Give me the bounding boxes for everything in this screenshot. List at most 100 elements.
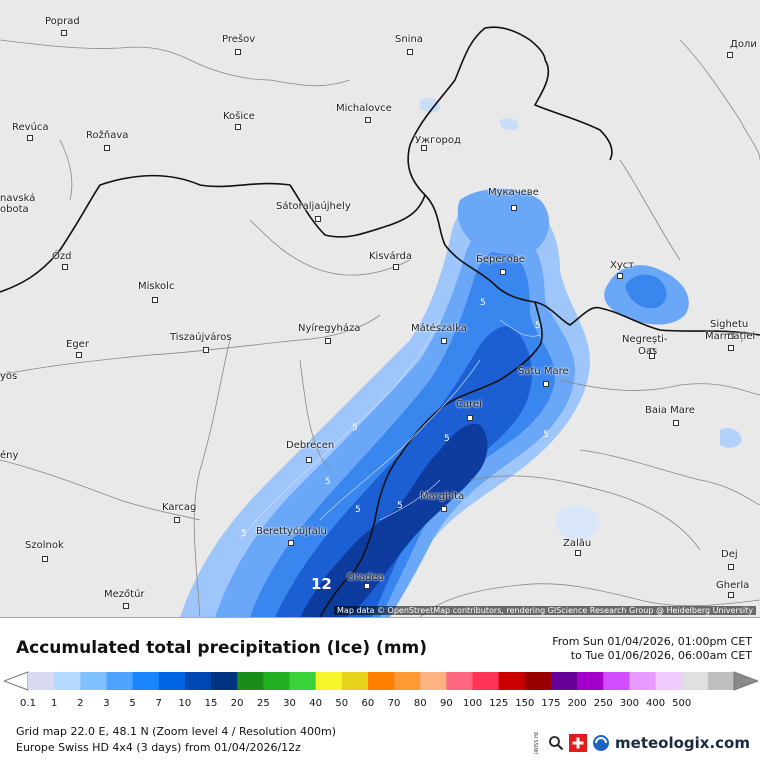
city-label: Sighetu bbox=[710, 319, 749, 330]
scale-label: 400 bbox=[646, 698, 666, 709]
scale-swatch bbox=[184, 672, 212, 690]
city-marker bbox=[104, 145, 110, 151]
city-marker bbox=[235, 49, 241, 55]
city-label: Negrești- bbox=[622, 334, 668, 345]
contour-label: 5 bbox=[397, 501, 403, 511]
scale-label: 10 bbox=[178, 698, 192, 709]
scale-swatch bbox=[367, 672, 395, 690]
city-marker bbox=[441, 338, 447, 344]
grid-info: Grid map 22.0 E, 48.1 N (Zoom level 4 / … bbox=[16, 725, 336, 738]
city-marker bbox=[174, 517, 180, 523]
city-marker bbox=[27, 135, 33, 141]
city-label: ény bbox=[0, 450, 19, 461]
city-marker bbox=[728, 345, 734, 351]
city-label: Mátészalka bbox=[411, 323, 467, 334]
contour-label-max: 12 bbox=[311, 575, 332, 593]
city-label: Мукачеве bbox=[488, 187, 539, 198]
scale-swatch bbox=[629, 672, 657, 690]
logo-text: meteologix.com bbox=[615, 734, 750, 752]
scale-swatch bbox=[158, 672, 186, 690]
scale-label: 15 bbox=[204, 698, 218, 709]
city-marker bbox=[617, 273, 623, 279]
city-label: Michalovce bbox=[336, 103, 392, 114]
period-to: to Tue 01/06/2026, 06:00am CET bbox=[570, 649, 752, 662]
magnifier-icon bbox=[549, 736, 564, 751]
scale-label: 5 bbox=[129, 698, 136, 709]
meteologix-icon bbox=[593, 735, 610, 751]
scale-swatch bbox=[394, 672, 421, 690]
city-marker bbox=[441, 506, 447, 512]
city-marker bbox=[42, 556, 48, 562]
scale-label: 50 bbox=[335, 698, 349, 709]
city-marker bbox=[407, 49, 413, 55]
city-marker bbox=[728, 564, 734, 570]
city-label: Zalău bbox=[563, 538, 592, 549]
city-label: Tiszaújváros bbox=[170, 332, 232, 343]
scale-label: 200 bbox=[567, 698, 587, 709]
scale-swatch bbox=[263, 672, 290, 690]
city-marker bbox=[365, 117, 371, 123]
scale-swatch bbox=[603, 672, 630, 690]
precipitation-map[interactable]: 5 5 5 5 5 5 5 5 5 12 Poprad Prešov Snina До… bbox=[0, 0, 760, 617]
scale-swatch bbox=[707, 672, 735, 690]
contour-label: 5 bbox=[480, 298, 486, 308]
city-label: navská bbox=[0, 193, 36, 204]
city-label: Берегове bbox=[476, 254, 525, 265]
scale-label: 30 bbox=[283, 698, 296, 709]
city-marker bbox=[315, 216, 321, 222]
scale-label: 100 bbox=[462, 698, 483, 709]
city-marker bbox=[575, 550, 581, 556]
city-label: Marmației bbox=[705, 331, 756, 342]
city-marker bbox=[152, 297, 158, 303]
city-label: yös bbox=[0, 371, 18, 382]
city-label: Nyíregyháza bbox=[298, 323, 361, 334]
svg-text:SWISS HD: SWISS HD bbox=[534, 732, 540, 754]
contour-label: 5 bbox=[355, 505, 361, 515]
city-label: Carei bbox=[456, 399, 482, 410]
city-marker bbox=[306, 457, 312, 463]
city-marker bbox=[123, 603, 129, 609]
city-label: Berettyóújfalu bbox=[256, 526, 327, 537]
city-label: Karcag bbox=[162, 502, 197, 513]
scale-label: 80 bbox=[413, 698, 427, 709]
city-marker bbox=[203, 347, 209, 353]
city-label: Kisvárda bbox=[369, 251, 413, 262]
city-label: obota bbox=[0, 204, 29, 215]
city-marker bbox=[728, 592, 734, 598]
city-marker bbox=[62, 264, 68, 270]
scale-swatch bbox=[550, 672, 578, 690]
scale-swatch bbox=[315, 672, 343, 690]
city-marker bbox=[364, 583, 370, 589]
city-marker bbox=[325, 338, 331, 344]
contour-label: 5 bbox=[543, 430, 549, 440]
city-marker bbox=[500, 269, 506, 275]
contour-label: 5 bbox=[352, 423, 358, 433]
scale-label: 0.1 bbox=[20, 698, 36, 709]
admin-borders bbox=[0, 39, 760, 617]
city-label: Dej bbox=[721, 549, 738, 560]
city-label: Debrecen bbox=[286, 440, 335, 451]
city-label: Marghita bbox=[420, 491, 465, 502]
scale-swatch bbox=[577, 672, 604, 690]
city-marker bbox=[727, 52, 733, 58]
city-label: Prešov bbox=[222, 34, 256, 45]
city-marker bbox=[76, 352, 82, 358]
contour-label: 5 bbox=[325, 477, 331, 487]
legend-period: From Sun 01/04/2026, 01:00pm CET to Tue … bbox=[552, 635, 752, 663]
city-marker bbox=[61, 30, 67, 36]
model-info: Europe Swiss HD 4x4 (3 days) from 01/04/… bbox=[16, 741, 301, 754]
city-label: Хуст bbox=[610, 260, 635, 271]
city-label: Baia Mare bbox=[645, 405, 695, 416]
city-label: Eger bbox=[66, 339, 89, 350]
meteologix-logo[interactable]: SWISS HD meteologix.com bbox=[531, 731, 750, 755]
period-from: From Sun 01/04/2026, 01:00pm CET bbox=[552, 635, 752, 648]
contour-labels: 5 5 5 5 5 5 5 5 5 12 bbox=[241, 298, 549, 593]
scale-swatch bbox=[80, 672, 107, 690]
scale-label: 300 bbox=[619, 698, 639, 709]
map-attribution: Map data © OpenStreetMap contributors, r… bbox=[334, 606, 756, 615]
scale-swatch bbox=[472, 672, 500, 690]
contour-lines bbox=[239, 319, 541, 541]
scale-swatch bbox=[289, 672, 317, 690]
scale-label: 2 bbox=[77, 698, 84, 709]
contour-label: 5 bbox=[241, 529, 247, 539]
